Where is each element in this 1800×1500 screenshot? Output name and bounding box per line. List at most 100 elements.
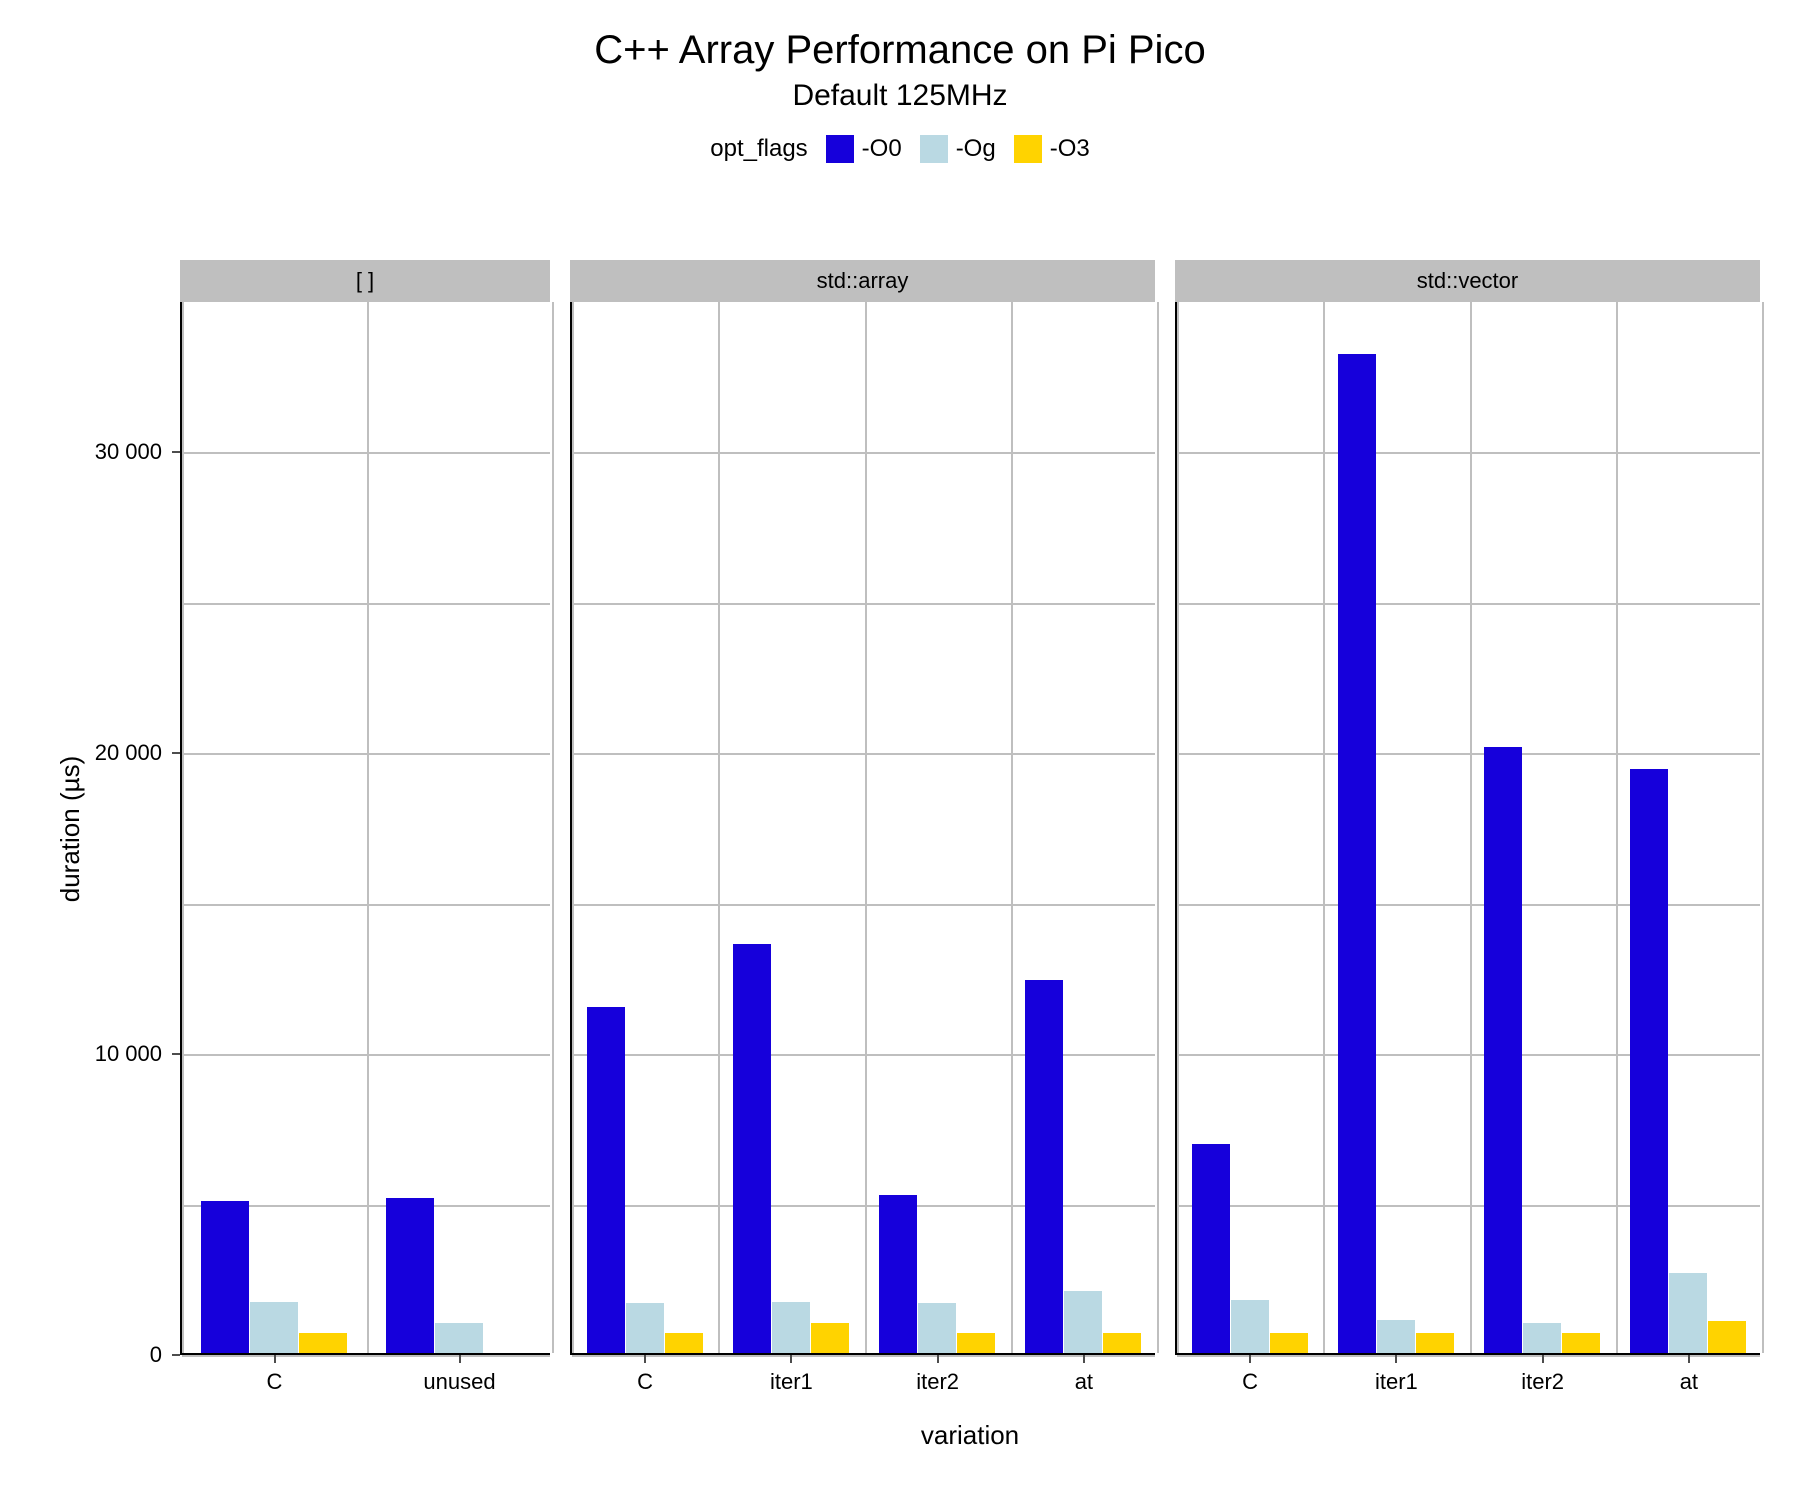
gridline-v	[1323, 302, 1325, 1353]
panel: std::arrayCiter1iter2at	[570, 260, 1155, 1355]
gridline-v	[367, 302, 369, 1353]
chart-subtitle: Default 125MHz	[0, 73, 1800, 113]
x-tick-mark	[459, 1355, 461, 1363]
x-tick-mark	[1395, 1355, 1397, 1363]
x-tick-label: iter1	[770, 1369, 813, 1395]
gridline-v	[572, 302, 574, 1353]
gridline-h	[1177, 1054, 1760, 1056]
y-tick-label: 20 000	[95, 740, 172, 766]
gridline-h	[182, 603, 550, 605]
bar	[626, 1303, 664, 1353]
y-tick-mark	[172, 451, 180, 453]
bar	[1377, 1320, 1415, 1353]
y-tick-label: 10 000	[95, 1041, 172, 1067]
bar	[1416, 1333, 1454, 1353]
gridline-v	[552, 302, 554, 1353]
gridline-h	[572, 904, 1155, 906]
plot-area: Citer1iter2at	[570, 302, 1155, 1355]
legend-swatch-Og	[920, 135, 948, 163]
bar	[1523, 1323, 1561, 1353]
y-tick: 30 000	[60, 440, 180, 464]
facet-strip: [ ]	[180, 260, 550, 302]
gridline-h	[572, 452, 1155, 454]
bar	[1630, 769, 1668, 1353]
legend-label-Og: -Og	[956, 135, 996, 163]
x-tick-mark	[790, 1355, 792, 1363]
x-tick-label: C	[267, 1369, 283, 1395]
x-tick-mark	[1542, 1355, 1544, 1363]
gridline-v	[1470, 302, 1472, 1353]
gridline-h	[1177, 904, 1760, 906]
bar	[587, 1007, 625, 1353]
bar	[1562, 1333, 1600, 1353]
bar	[1025, 980, 1063, 1353]
gridline-v	[1616, 302, 1618, 1353]
x-tick-label: C	[1242, 1369, 1258, 1395]
gridline-h	[572, 753, 1155, 755]
panels-row: [ ]Cunusedstd::arrayCiter1iter2atstd::ve…	[180, 260, 1760, 1355]
gridline-h	[572, 1355, 1155, 1357]
gridline-v	[1157, 302, 1159, 1353]
y-tick: 0	[60, 1343, 180, 1367]
gridline-h	[182, 1355, 550, 1357]
bar	[879, 1195, 917, 1353]
bar	[435, 1323, 483, 1353]
bar	[665, 1333, 703, 1353]
bar	[1192, 1144, 1230, 1353]
x-tick-mark	[274, 1355, 276, 1363]
bar	[1231, 1300, 1269, 1353]
legend: opt_flags -O0 -Og -O3	[0, 113, 1800, 163]
bar	[1338, 354, 1376, 1353]
bar	[1103, 1333, 1141, 1353]
panel: std::vectorCiter1iter2at	[1175, 260, 1760, 1355]
x-tick-mark	[1083, 1355, 1085, 1363]
bar	[811, 1323, 849, 1353]
x-tick-mark	[1688, 1355, 1690, 1363]
y-tick-mark	[172, 1053, 180, 1055]
gridline-h	[1177, 753, 1760, 755]
bar	[733, 944, 771, 1353]
gridline-h	[1177, 452, 1760, 454]
x-tick-mark	[1249, 1355, 1251, 1363]
gridline-h	[1177, 1205, 1760, 1207]
gridline-h	[1177, 603, 1760, 605]
gridline-h	[182, 452, 550, 454]
panel: [ ]Cunused	[180, 260, 550, 1355]
bar	[1270, 1333, 1308, 1353]
y-tick: 10 000	[60, 1042, 180, 1066]
legend-swatch-O0	[826, 135, 854, 163]
x-tick-mark	[937, 1355, 939, 1363]
gridline-h	[1177, 1355, 1760, 1357]
chart-title: C++ Array Performance on Pi Pico	[0, 0, 1800, 73]
gridline-h	[572, 1054, 1155, 1056]
bar	[1708, 1321, 1746, 1353]
bar	[250, 1302, 298, 1353]
gridline-v	[1177, 302, 1179, 1353]
legend-swatch-O3	[1014, 135, 1042, 163]
legend-label-O0: -O0	[862, 135, 902, 163]
x-tick-label: iter2	[916, 1369, 959, 1395]
x-axis-label: variation	[180, 1420, 1760, 1451]
gridline-v	[865, 302, 867, 1353]
gridline-h	[572, 1205, 1155, 1207]
gridline-v	[1762, 302, 1764, 1353]
y-tick-mark	[172, 1354, 180, 1356]
legend-item-O3: -O3	[1014, 135, 1090, 163]
gridline-v	[718, 302, 720, 1353]
y-tick: 20 000	[60, 741, 180, 765]
bar	[957, 1333, 995, 1353]
legend-item-Og: -Og	[920, 135, 996, 163]
bar	[386, 1198, 434, 1353]
gridline-h	[182, 904, 550, 906]
bar	[918, 1303, 956, 1353]
x-tick-label: C	[637, 1369, 653, 1395]
legend-title: opt_flags	[710, 135, 807, 163]
x-tick-label: unused	[423, 1369, 495, 1395]
y-tick-mark	[172, 752, 180, 754]
x-tick-label: at	[1075, 1369, 1093, 1395]
plot-area: Citer1iter2at	[1175, 302, 1760, 1355]
gridline-h	[182, 1054, 550, 1056]
x-tick-label: at	[1680, 1369, 1698, 1395]
gridline-v	[1011, 302, 1013, 1353]
legend-label-O3: -O3	[1050, 135, 1090, 163]
